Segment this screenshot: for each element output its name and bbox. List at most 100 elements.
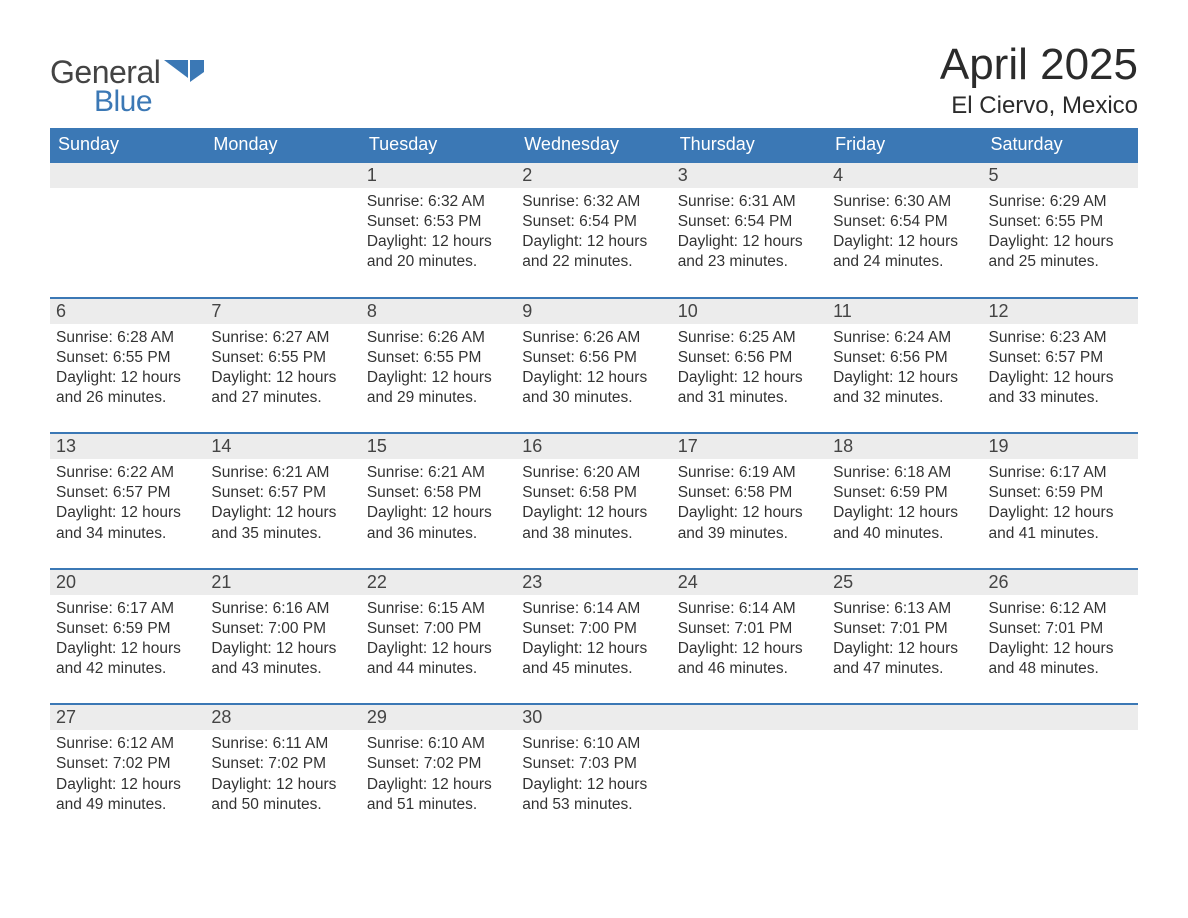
day-number: 15 <box>367 436 387 456</box>
day-cell: Sunrise: 6:14 AMSunset: 7:00 PMDaylight:… <box>516 595 671 705</box>
day-cell: Sunrise: 6:29 AMSunset: 6:55 PMDaylight:… <box>983 188 1138 298</box>
daylight-line: Daylight: 12 hours and 36 minutes. <box>367 503 510 543</box>
sunrise-line: Sunrise: 6:23 AM <box>989 328 1132 348</box>
day-number-cell: 1 <box>361 162 516 188</box>
weekday-header: Tuesday <box>361 128 516 162</box>
day-number: 8 <box>367 301 377 321</box>
calendar-page: General Blue April 2025 El Ciervo, Mexic… <box>0 0 1188 879</box>
daylight-line: Daylight: 12 hours and 27 minutes. <box>211 368 354 408</box>
daylight-line: Daylight: 12 hours and 41 minutes. <box>989 503 1132 543</box>
daylight-line: Daylight: 12 hours and 51 minutes. <box>367 775 510 815</box>
sunrise-line: Sunrise: 6:15 AM <box>367 599 510 619</box>
day-details: Sunrise: 6:10 AMSunset: 7:03 PMDaylight:… <box>522 730 665 815</box>
sunset-line: Sunset: 6:54 PM <box>833 212 976 232</box>
day-number: 2 <box>522 165 532 185</box>
sunset-line: Sunset: 7:02 PM <box>367 754 510 774</box>
weekday-header: Monday <box>205 128 360 162</box>
day-details: Sunrise: 6:13 AMSunset: 7:01 PMDaylight:… <box>833 595 976 680</box>
day-number-cell: 8 <box>361 298 516 324</box>
day-details: Sunrise: 6:27 AMSunset: 6:55 PMDaylight:… <box>211 324 354 409</box>
day-cell: Sunrise: 6:26 AMSunset: 6:56 PMDaylight:… <box>516 324 671 434</box>
sunset-line: Sunset: 7:00 PM <box>522 619 665 639</box>
sunrise-line: Sunrise: 6:24 AM <box>833 328 976 348</box>
sunrise-line: Sunrise: 6:30 AM <box>833 192 976 212</box>
day-cell: Sunrise: 6:27 AMSunset: 6:55 PMDaylight:… <box>205 324 360 434</box>
day-cell: Sunrise: 6:21 AMSunset: 6:58 PMDaylight:… <box>361 459 516 569</box>
day-cell: Sunrise: 6:17 AMSunset: 6:59 PMDaylight:… <box>983 459 1138 569</box>
sunrise-line: Sunrise: 6:32 AM <box>522 192 665 212</box>
daylight-line: Daylight: 12 hours and 26 minutes. <box>56 368 199 408</box>
day-number: 29 <box>367 707 387 727</box>
day-number-cell: 26 <box>983 569 1138 595</box>
day-number-cell: 22 <box>361 569 516 595</box>
day-cell: Sunrise: 6:11 AMSunset: 7:02 PMDaylight:… <box>205 730 360 839</box>
daylight-line: Daylight: 12 hours and 46 minutes. <box>678 639 821 679</box>
day-number-row: 20212223242526 <box>50 569 1138 595</box>
day-content-row: Sunrise: 6:22 AMSunset: 6:57 PMDaylight:… <box>50 459 1138 569</box>
month-title: April 2025 <box>940 40 1138 90</box>
sunset-line: Sunset: 6:59 PM <box>833 483 976 503</box>
daylight-line: Daylight: 12 hours and 25 minutes. <box>989 232 1132 272</box>
daylight-line: Daylight: 12 hours and 32 minutes. <box>833 368 976 408</box>
day-cell <box>50 188 205 298</box>
day-cell: Sunrise: 6:31 AMSunset: 6:54 PMDaylight:… <box>672 188 827 298</box>
day-cell: Sunrise: 6:20 AMSunset: 6:58 PMDaylight:… <box>516 459 671 569</box>
day-cell <box>983 730 1138 839</box>
day-cell: Sunrise: 6:15 AMSunset: 7:00 PMDaylight:… <box>361 595 516 705</box>
sunset-line: Sunset: 7:01 PM <box>678 619 821 639</box>
day-cell: Sunrise: 6:30 AMSunset: 6:54 PMDaylight:… <box>827 188 982 298</box>
daylight-line: Daylight: 12 hours and 44 minutes. <box>367 639 510 679</box>
daylight-line: Daylight: 12 hours and 35 minutes. <box>211 503 354 543</box>
day-details: Sunrise: 6:17 AMSunset: 6:59 PMDaylight:… <box>56 595 199 680</box>
day-number-cell: 13 <box>50 433 205 459</box>
day-number: 13 <box>56 436 76 456</box>
day-number: 7 <box>211 301 221 321</box>
day-details: Sunrise: 6:32 AMSunset: 6:53 PMDaylight:… <box>367 188 510 273</box>
day-number: 10 <box>678 301 698 321</box>
day-cell: Sunrise: 6:28 AMSunset: 6:55 PMDaylight:… <box>50 324 205 434</box>
day-number-cell: 6 <box>50 298 205 324</box>
day-cell: Sunrise: 6:14 AMSunset: 7:01 PMDaylight:… <box>672 595 827 705</box>
day-number-cell: 14 <box>205 433 360 459</box>
day-number: 18 <box>833 436 853 456</box>
day-details: Sunrise: 6:21 AMSunset: 6:57 PMDaylight:… <box>211 459 354 544</box>
day-cell: Sunrise: 6:18 AMSunset: 6:59 PMDaylight:… <box>827 459 982 569</box>
day-details: Sunrise: 6:20 AMSunset: 6:58 PMDaylight:… <box>522 459 665 544</box>
sunset-line: Sunset: 6:54 PM <box>678 212 821 232</box>
day-details: Sunrise: 6:21 AMSunset: 6:58 PMDaylight:… <box>367 459 510 544</box>
day-number: 30 <box>522 707 542 727</box>
day-content-row: Sunrise: 6:12 AMSunset: 7:02 PMDaylight:… <box>50 730 1138 839</box>
day-number-cell: 10 <box>672 298 827 324</box>
daylight-line: Daylight: 12 hours and 31 minutes. <box>678 368 821 408</box>
day-number-cell: 30 <box>516 704 671 730</box>
day-number-cell <box>205 162 360 188</box>
day-number-cell: 3 <box>672 162 827 188</box>
sunrise-line: Sunrise: 6:25 AM <box>678 328 821 348</box>
daylight-line: Daylight: 12 hours and 38 minutes. <box>522 503 665 543</box>
daylight-line: Daylight: 12 hours and 50 minutes. <box>211 775 354 815</box>
day-details: Sunrise: 6:23 AMSunset: 6:57 PMDaylight:… <box>989 324 1132 409</box>
day-cell: Sunrise: 6:12 AMSunset: 7:02 PMDaylight:… <box>50 730 205 839</box>
day-details: Sunrise: 6:10 AMSunset: 7:02 PMDaylight:… <box>367 730 510 815</box>
day-details: Sunrise: 6:14 AMSunset: 7:00 PMDaylight:… <box>522 595 665 680</box>
daylight-line: Daylight: 12 hours and 30 minutes. <box>522 368 665 408</box>
day-details: Sunrise: 6:14 AMSunset: 7:01 PMDaylight:… <box>678 595 821 680</box>
day-number: 27 <box>56 707 76 727</box>
day-cell: Sunrise: 6:10 AMSunset: 7:03 PMDaylight:… <box>516 730 671 839</box>
sunrise-line: Sunrise: 6:10 AM <box>522 734 665 754</box>
day-number: 28 <box>211 707 231 727</box>
day-details: Sunrise: 6:26 AMSunset: 6:56 PMDaylight:… <box>522 324 665 409</box>
day-cell: Sunrise: 6:24 AMSunset: 6:56 PMDaylight:… <box>827 324 982 434</box>
daylight-line: Daylight: 12 hours and 24 minutes. <box>833 232 976 272</box>
title-block: April 2025 El Ciervo, Mexico <box>940 40 1138 120</box>
brand-logo: General Blue <box>50 40 204 119</box>
day-details: Sunrise: 6:32 AMSunset: 6:54 PMDaylight:… <box>522 188 665 273</box>
sunset-line: Sunset: 6:59 PM <box>989 483 1132 503</box>
day-number: 3 <box>678 165 688 185</box>
sunrise-line: Sunrise: 6:29 AM <box>989 192 1132 212</box>
sunrise-line: Sunrise: 6:21 AM <box>211 463 354 483</box>
day-content-row: Sunrise: 6:32 AMSunset: 6:53 PMDaylight:… <box>50 188 1138 298</box>
sunset-line: Sunset: 7:00 PM <box>367 619 510 639</box>
sunrise-line: Sunrise: 6:18 AM <box>833 463 976 483</box>
day-number-cell: 12 <box>983 298 1138 324</box>
